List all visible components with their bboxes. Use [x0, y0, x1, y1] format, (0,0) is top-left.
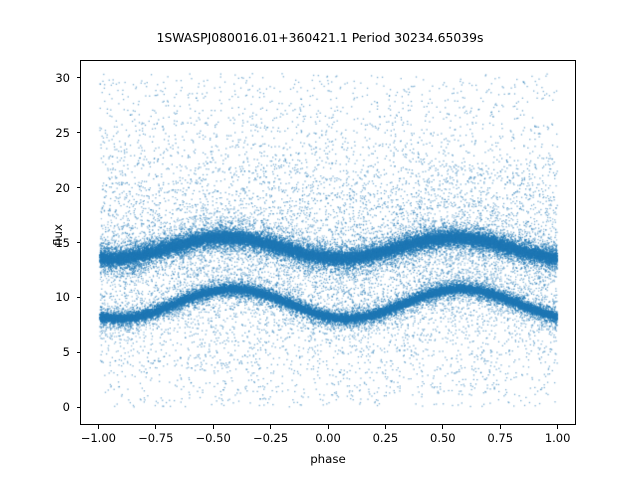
scatter-plot-canvas — [81, 61, 575, 424]
y-tick-mark — [76, 132, 80, 134]
x-tick-mark — [327, 425, 329, 429]
x-tick-mark — [155, 425, 157, 429]
y-tick-label: 15 — [55, 235, 70, 250]
y-tick-mark — [76, 77, 80, 79]
x-tick-mark — [212, 425, 214, 429]
x-tick-label: −1.00 — [80, 431, 116, 445]
y-tick-label: 5 — [62, 345, 70, 360]
y-tick-label: 10 — [55, 290, 70, 305]
y-tick-mark — [76, 351, 80, 353]
chart-title: 1SWASPJ080016.01+360421.1 Period 30234.6… — [156, 30, 484, 45]
x-tick-mark — [384, 425, 386, 429]
x-tick-label: 0.75 — [487, 431, 514, 445]
y-tick-mark — [76, 187, 80, 189]
y-tick-mark — [76, 242, 80, 244]
x-tick-label: 0.25 — [372, 431, 399, 445]
x-tick-mark — [442, 425, 444, 429]
x-axis-label: phase — [310, 452, 346, 466]
y-tick-label: 0 — [62, 400, 70, 415]
y-tick-label: 25 — [55, 125, 70, 140]
x-tick-mark — [499, 425, 501, 429]
x-tick-label: −0.25 — [252, 431, 289, 445]
x-tick-label: 1.00 — [544, 431, 571, 445]
x-tick-label: −0.50 — [195, 431, 231, 445]
plot-axes-frame — [80, 60, 576, 425]
x-tick-mark — [270, 425, 272, 429]
x-tick-mark — [557, 425, 559, 429]
y-tick-label: 30 — [55, 70, 70, 85]
x-tick-mark — [97, 425, 99, 429]
y-tick-mark — [76, 296, 80, 299]
x-tick-label: 0.00 — [315, 431, 341, 445]
y-axis-label: flux — [51, 224, 65, 246]
x-tick-label: 0.50 — [430, 431, 456, 445]
x-tick-label: −0.75 — [138, 431, 174, 445]
y-tick-mark — [76, 406, 80, 408]
y-tick-label: 20 — [55, 180, 70, 195]
